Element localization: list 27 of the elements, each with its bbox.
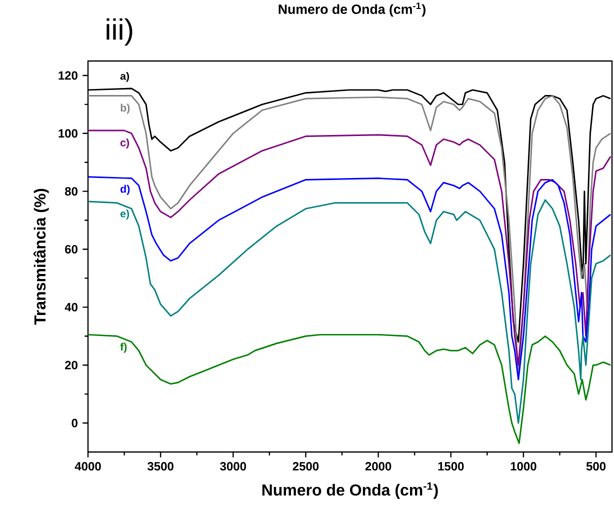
y-tick-label: 60 [65,244,78,254]
series-label: f) [120,342,127,353]
series-label: d) [120,184,130,195]
y-tick-label: 120 [58,71,78,80]
line-series [88,334,612,444]
y-tick-label: 0 [72,418,78,428]
y-tick-label: 100 [58,129,78,138]
y-tick-label: 20 [65,360,78,370]
x-tick-label: 500 [586,462,606,471]
x-tick-label: 1000 [510,462,536,471]
x-tick-label: 2000 [365,462,392,471]
x-tick-label: 3000 [220,462,246,471]
x-tick-label: 3500 [148,462,174,471]
x-tick-label: 1500 [438,462,464,471]
x-tick-label: 2500 [292,462,319,471]
series-label: b) [120,104,130,114]
text: Numero de Onda (cm$^{-1}$) [278,2,426,17]
y-axis-title: Transmitância (%) [34,188,49,325]
y-tick-label: 80 [64,187,78,196]
x-axis-title: Numero de Onda (cm$^{-1}$) [262,482,438,499]
x-tick-label: 4000 [74,462,101,471]
text: iii) [106,18,132,46]
series-label: c) [120,138,130,149]
line-series [88,130,612,366]
y-tick-label: 40 [64,302,78,312]
series-label: e) [120,210,130,220]
series-label: a) [120,72,130,82]
